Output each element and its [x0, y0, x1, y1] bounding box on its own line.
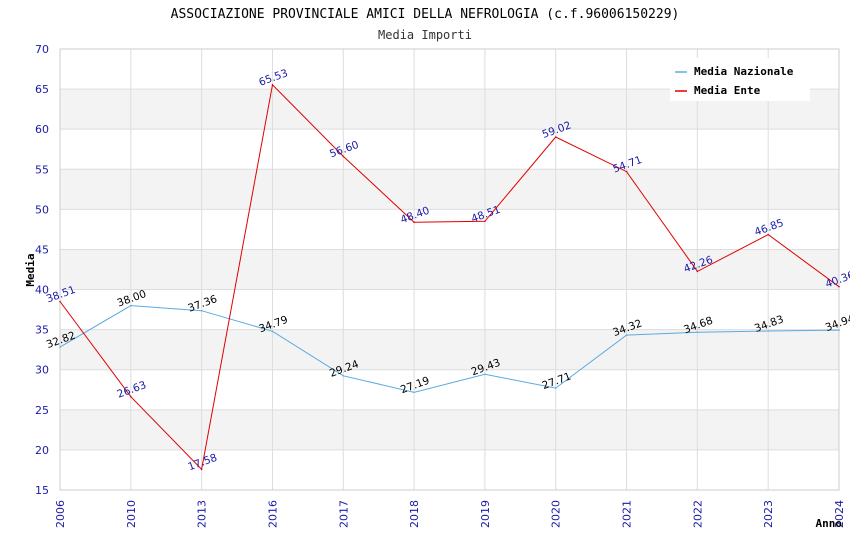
data-label-media-nazionale: 27.71 [541, 370, 573, 392]
data-point-media-ente [625, 170, 628, 173]
y-tick-label: 40 [35, 284, 49, 297]
data-point-media-nazionale [59, 346, 61, 348]
x-tick-label: 2006 [54, 500, 67, 528]
data-point-media-nazionale [625, 334, 628, 336]
x-tick-label: 2022 [691, 500, 704, 528]
data-point-media-ente [838, 285, 840, 288]
y-tick-label: 70 [35, 43, 49, 56]
x-tick-label: 2010 [125, 500, 138, 528]
data-point-media-ente [271, 84, 274, 86]
y-tick-label: 50 [35, 203, 49, 216]
plot-band [60, 329, 839, 370]
x-tick-label: 2019 [479, 500, 492, 528]
x-axis-ticks: 2006 2010 2013 2016 2017 2018 2019 2020 2021 2022… [54, 500, 846, 528]
data-point-media-nazionale [130, 304, 132, 307]
data-point-media-ente [413, 221, 415, 223]
data-point-media-ente [767, 233, 769, 236]
x-axis-label: Anno [816, 517, 843, 530]
plot-bands [60, 89, 839, 450]
series-line-media-ente [59, 83, 840, 471]
data-point-media-nazionale [200, 309, 203, 312]
series-lines [59, 83, 840, 471]
x-tick-label: 2013 [196, 500, 209, 528]
data-point-media-ente [484, 220, 486, 223]
x-tick-label: 2017 [337, 500, 350, 528]
data-point-media-nazionale [696, 331, 699, 334]
data-point-media-ente [696, 270, 699, 273]
data-point-media-ente [200, 468, 203, 471]
legend-box [670, 58, 810, 101]
data-point-media-nazionale [484, 373, 486, 376]
y-tick-label: 20 [35, 444, 49, 457]
series-line-media-nazionale [59, 305, 840, 393]
data-point-media-nazionale [271, 330, 274, 333]
data-point-media-nazionale [554, 387, 557, 389]
chart-title: ASSOCIAZIONE PROVINCIALE AMICI DELLA NEF… [171, 7, 680, 22]
x-tick-label: 2024 [833, 500, 846, 528]
plot-area-border [59, 48, 840, 491]
x-tick-label: 2016 [266, 500, 279, 528]
x-tick-label: 2023 [762, 500, 775, 528]
plot-band [60, 169, 839, 210]
y-tick-label: 15 [35, 484, 49, 497]
y-tick-label: 35 [35, 324, 49, 337]
chart-subtitle: Media Importi [378, 28, 472, 42]
y-tick-label: 60 [35, 123, 49, 136]
data-point-media-nazionale [413, 391, 415, 394]
data-point-media-nazionale [342, 375, 345, 377]
plot-band [60, 409, 839, 450]
data-point-media-ente [59, 300, 61, 303]
legend-label-media-ente: Media Ente [694, 84, 761, 97]
x-tick-label: 2021 [621, 500, 634, 528]
data-point-media-ente [130, 395, 132, 398]
legend: Media Nazionale Media Ente [670, 58, 810, 101]
data-label-media-nazionale: 27.19 [399, 375, 431, 397]
plot-band [60, 249, 839, 290]
data-point-media-ente [554, 136, 557, 138]
y-axis-ticks: 15 20 25 30 35 40 45 50 55 60 65 70 [35, 43, 49, 497]
data-point-media-nazionale [838, 329, 840, 331]
data-point-media-ente [342, 155, 345, 158]
y-tick-label: 30 [35, 364, 49, 377]
legend-label-media-nazionale: Media Nazionale [694, 65, 794, 78]
y-tick-label: 25 [35, 404, 49, 417]
y-tick-label: 55 [35, 163, 49, 176]
y-axis-label: Media [24, 253, 37, 286]
x-tick-label: 2018 [408, 500, 421, 528]
x-tick-label: 2020 [550, 500, 563, 528]
y-tick-label: 45 [35, 243, 49, 256]
data-label-media-ente: 17.58 [186, 452, 218, 474]
y-tick-label: 65 [35, 83, 49, 96]
data-point-media-nazionale [767, 330, 769, 332]
